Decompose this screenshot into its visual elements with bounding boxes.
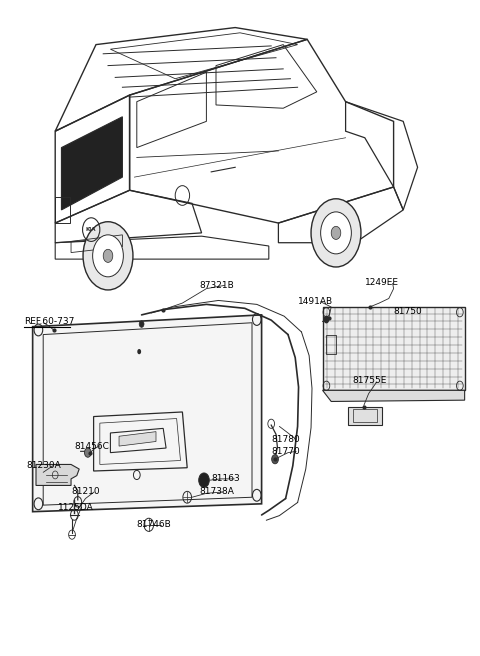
Text: 1491AB: 1491AB [298,297,333,306]
Text: 81456C: 81456C [74,441,109,451]
Text: 1125DA: 1125DA [58,502,93,512]
Text: 1249EE: 1249EE [365,277,399,287]
Text: 81230A: 81230A [26,461,61,470]
Polygon shape [61,117,122,210]
Circle shape [311,199,361,267]
Circle shape [324,316,329,323]
Text: 81770: 81770 [271,447,300,456]
Circle shape [84,448,91,457]
Circle shape [103,249,113,262]
Text: 87321B: 87321B [199,281,234,290]
Polygon shape [119,432,156,446]
Circle shape [139,321,144,327]
Text: KIA: KIA [86,227,96,232]
Text: 81750: 81750 [394,307,422,316]
Circle shape [93,235,123,277]
Polygon shape [348,407,382,425]
Text: 81755E: 81755E [353,376,387,385]
Circle shape [83,222,133,290]
Circle shape [321,212,351,254]
Polygon shape [36,464,79,485]
Text: 81746B: 81746B [137,520,171,529]
Text: 81738A: 81738A [199,487,234,497]
Circle shape [137,349,141,354]
Text: 81210: 81210 [71,487,100,497]
Text: REF.60-737: REF.60-737 [24,317,74,326]
Polygon shape [323,307,465,390]
Circle shape [199,473,209,487]
Polygon shape [33,315,262,512]
Text: 81780: 81780 [271,435,300,444]
Polygon shape [323,390,465,401]
Text: 81163: 81163 [211,474,240,483]
Circle shape [272,455,278,464]
Circle shape [331,226,341,239]
